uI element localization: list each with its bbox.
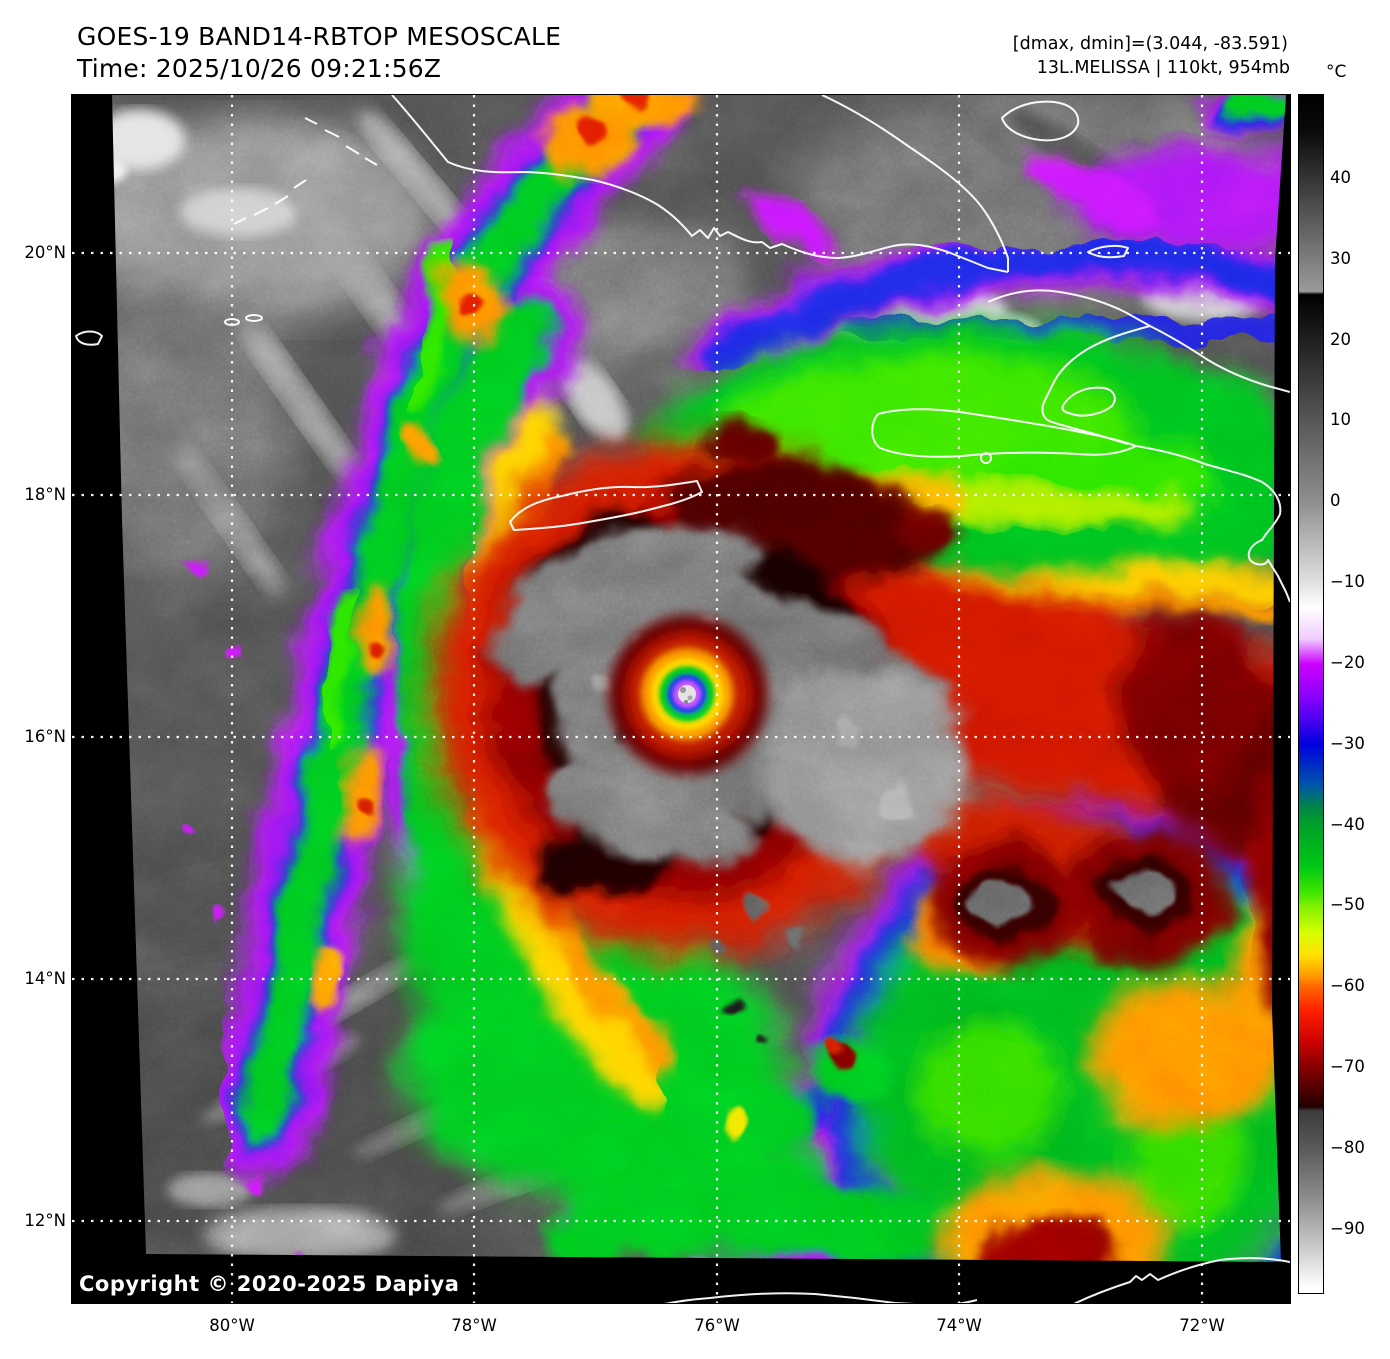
lat-label-14n: 14°N [24, 969, 66, 988]
timestamp: Time: 2025/10/26 09:21:56Z [77, 54, 442, 83]
colorbar-tick: −10 [1330, 572, 1365, 591]
dominican-south-coastline [1135, 445, 1290, 603]
colorbar-tick: 40 [1330, 168, 1351, 187]
colorbar-tick: 10 [1330, 410, 1351, 429]
colorbar-tick: −30 [1330, 734, 1365, 753]
colombia-coastline [1073, 1257, 1290, 1303]
colorbar-unit-label: °C [1326, 62, 1347, 82]
colorbar [1298, 94, 1324, 1294]
coastlines [75, 95, 1290, 1303]
colorbar-tick: 0 [1330, 491, 1341, 510]
lon-label-76w: 76°W [694, 1316, 740, 1335]
great-inagua-island [1001, 100, 1080, 142]
jamaica-coastline [509, 480, 703, 531]
satellite-scene [72, 95, 1290, 1303]
tortue-island [1087, 244, 1129, 259]
colorbar-tick: −50 [1330, 895, 1365, 914]
colorbar-tick: −40 [1330, 815, 1365, 834]
page-title: GOES-19 BAND14-RBTOP MESOSCALE [77, 22, 562, 51]
lat-label-18n: 18°N [24, 485, 66, 504]
colorbar-tick: −20 [1330, 653, 1365, 672]
colorbar-tick: −90 [1330, 1219, 1365, 1238]
cuba-coastline [391, 95, 1009, 273]
lon-label-74w: 74°W [936, 1316, 982, 1335]
map-canvas [72, 95, 1290, 1303]
lat-label-20n: 20°N [24, 243, 66, 262]
cuba-north-coastline [821, 95, 1009, 272]
data-swath [112, 95, 1286, 1262]
lon-label-72w: 72°W [1179, 1316, 1225, 1335]
lat-label-12n: 12°N [24, 1211, 66, 1230]
colorbar-tick: 30 [1330, 249, 1351, 268]
cuba-cays [233, 117, 378, 225]
copyright-text: Copyright © 2020-2025 Dapiya [79, 1272, 460, 1296]
pixel-grain-overlay [112, 95, 1286, 1262]
colorbar-tick: −60 [1330, 976, 1365, 995]
gonave-island [1061, 386, 1116, 417]
colorbar-tick: −70 [1330, 1057, 1365, 1076]
cayman-brac [245, 314, 263, 322]
lat-label-16n: 16°N [24, 727, 66, 746]
ile-a-vache [980, 452, 992, 464]
range-readout: [dmax, dmin]=(3.044, -83.591) [1012, 34, 1288, 54]
storm-readout: 13L.MELISSA | 110kt, 954mb [1036, 58, 1290, 78]
lon-label-80w: 80°W [209, 1316, 255, 1335]
south-america-coastline [664, 1292, 978, 1303]
colorbar-tick: 20 [1330, 330, 1351, 349]
tiburon-peninsula [871, 408, 1137, 458]
colorbar-tick: −80 [1330, 1138, 1365, 1157]
graticule [72, 95, 1290, 1303]
haiti-northwest-claw [1041, 325, 1151, 445]
grand-cayman-island [75, 330, 103, 346]
lon-label-78w: 78°W [451, 1316, 497, 1335]
